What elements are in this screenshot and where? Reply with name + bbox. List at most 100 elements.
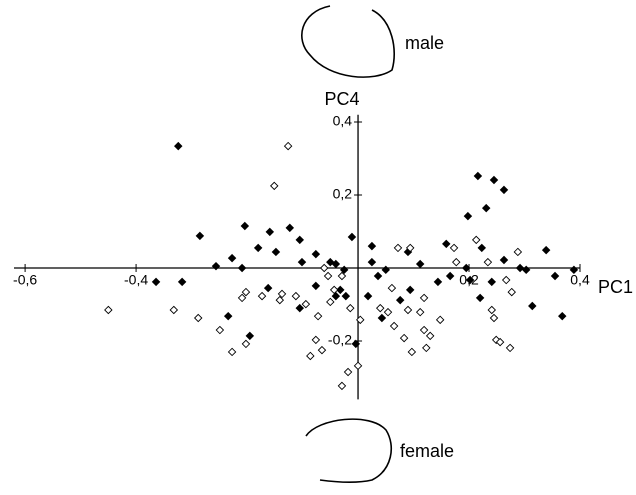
data-point bbox=[499, 255, 509, 265]
data-point bbox=[337, 381, 347, 391]
data-point bbox=[195, 231, 205, 241]
data-point bbox=[240, 221, 250, 231]
data-point bbox=[449, 243, 459, 253]
data-point bbox=[367, 257, 377, 267]
data-point bbox=[462, 263, 471, 273]
data-point bbox=[336, 285, 345, 295]
data-point bbox=[297, 257, 307, 267]
data-point bbox=[356, 315, 365, 325]
data-point bbox=[377, 313, 387, 323]
data-point bbox=[481, 203, 491, 213]
data-point bbox=[387, 283, 397, 293]
x-tick-label: 0,4 bbox=[570, 272, 590, 288]
data-point bbox=[405, 285, 415, 295]
data-point bbox=[227, 253, 237, 263]
data-point bbox=[515, 263, 525, 273]
data-point bbox=[487, 305, 497, 315]
data-point bbox=[419, 325, 429, 335]
x-tick-label: -0,4 bbox=[124, 272, 148, 288]
data-point bbox=[507, 287, 516, 297]
data-point bbox=[435, 315, 445, 325]
data-point bbox=[471, 235, 481, 245]
data-point bbox=[403, 305, 413, 315]
data-point bbox=[483, 257, 493, 267]
data-point bbox=[499, 185, 509, 195]
data-point bbox=[550, 271, 560, 281]
data-point bbox=[505, 343, 515, 353]
data-point bbox=[433, 277, 443, 287]
data-point bbox=[283, 141, 293, 151]
data-point bbox=[415, 259, 425, 269]
data-point bbox=[227, 347, 237, 357]
data-point bbox=[295, 303, 305, 313]
data-point bbox=[223, 311, 233, 321]
data-point bbox=[193, 313, 203, 323]
data-point bbox=[215, 325, 225, 335]
data-point bbox=[445, 271, 455, 281]
data-point bbox=[473, 171, 483, 181]
data-point bbox=[331, 291, 341, 301]
data-point bbox=[323, 271, 333, 281]
data-point bbox=[419, 293, 429, 303]
data-point bbox=[363, 291, 373, 301]
data-point bbox=[253, 243, 263, 253]
data-point bbox=[463, 211, 473, 221]
data-point bbox=[319, 263, 329, 273]
male-shape bbox=[301, 5, 395, 78]
data-point bbox=[405, 243, 415, 253]
data-point bbox=[329, 285, 339, 295]
data-point bbox=[291, 291, 301, 301]
y-tick-label: -0,2 bbox=[328, 332, 352, 348]
data-point bbox=[313, 311, 323, 321]
data-point bbox=[373, 271, 383, 281]
annotation: female bbox=[400, 441, 454, 461]
data-point bbox=[383, 307, 393, 317]
data-point bbox=[237, 263, 247, 273]
data-point bbox=[528, 301, 537, 311]
data-point bbox=[393, 243, 403, 253]
data-point bbox=[422, 343, 431, 353]
data-point bbox=[495, 337, 505, 347]
data-point bbox=[326, 257, 335, 267]
data-point bbox=[151, 277, 161, 287]
data-point bbox=[311, 281, 321, 291]
data-point bbox=[265, 227, 275, 237]
data-point bbox=[169, 305, 179, 315]
data-point bbox=[311, 335, 321, 345]
data-point bbox=[306, 351, 315, 361]
data-point bbox=[346, 303, 355, 313]
data-point bbox=[569, 265, 579, 275]
data-point bbox=[375, 303, 385, 313]
x-tick-label: -0,6 bbox=[13, 272, 37, 288]
data-point bbox=[275, 295, 285, 305]
data-point bbox=[331, 259, 341, 269]
data-point bbox=[237, 293, 247, 303]
data-point bbox=[477, 243, 487, 253]
data-point bbox=[395, 295, 405, 305]
data-point bbox=[211, 261, 221, 271]
data-point bbox=[558, 311, 567, 321]
data-point bbox=[285, 223, 295, 233]
data-point bbox=[475, 293, 485, 303]
data-point bbox=[177, 277, 187, 287]
data-point bbox=[311, 249, 321, 259]
data-point bbox=[407, 347, 417, 357]
data-point bbox=[241, 339, 251, 349]
data-point bbox=[343, 367, 353, 377]
data-point bbox=[442, 239, 451, 249]
y-tick-label: 0,4 bbox=[333, 113, 353, 129]
data-point bbox=[263, 283, 273, 293]
data-point bbox=[521, 265, 531, 275]
data-point bbox=[501, 275, 511, 285]
data-point bbox=[489, 175, 499, 185]
data-point bbox=[341, 291, 351, 301]
data-point bbox=[271, 247, 281, 257]
annotation: male bbox=[405, 33, 444, 53]
data-point bbox=[381, 265, 391, 275]
data-point bbox=[389, 321, 399, 331]
data-point bbox=[489, 313, 499, 323]
data-point bbox=[270, 181, 279, 191]
data-point bbox=[277, 289, 287, 299]
data-point bbox=[326, 297, 335, 307]
